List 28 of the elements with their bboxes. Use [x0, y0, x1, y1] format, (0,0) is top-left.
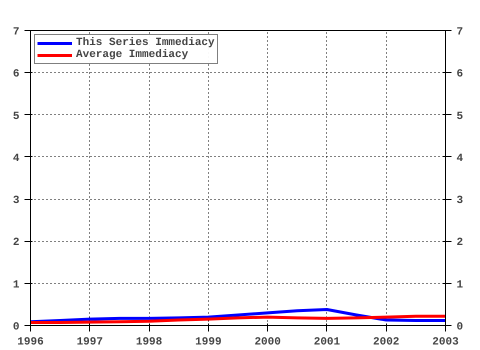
y-tick-label: 4 — [12, 152, 20, 165]
legend-label: Average Immediacy — [76, 49, 188, 61]
y-tick-label: 2 — [12, 237, 20, 250]
x-tick-label: 1999 — [195, 336, 222, 348]
y-tick-label: 0 — [12, 322, 20, 334]
y-tick-label: 7 — [12, 26, 20, 38]
line-series — [30, 308, 446, 324]
y2-tick-label: 7 — [456, 26, 464, 38]
y-tick-label: 5 — [12, 110, 20, 123]
x-tick-label: 2003 — [432, 336, 460, 348]
y2-tick-label: 2 — [456, 237, 464, 250]
x-tick-label: 1996 — [17, 336, 44, 348]
y2-tick-label: 1 — [456, 279, 464, 292]
y2-tick-label: 4 — [456, 152, 464, 165]
x-tick-label: 2001 — [314, 336, 341, 348]
x-tick-label: 2002 — [373, 336, 400, 348]
y2-tick-label: 3 — [456, 195, 464, 208]
y-tick-label: 3 — [12, 195, 20, 208]
line-series — [30, 314, 446, 324]
y2-tick-label: 6 — [456, 68, 464, 81]
y2-tick-label: 5 — [456, 110, 464, 123]
y-tick-label: 6 — [12, 68, 20, 81]
y2-tick-label: 0 — [456, 322, 464, 334]
legend-label: This Series Immediacy — [76, 37, 215, 49]
x-tick-label: 2000 — [254, 336, 281, 348]
x-tick-label: 1998 — [136, 336, 163, 348]
y-tick-label: 1 — [12, 279, 20, 292]
x-tick-label: 1997 — [76, 336, 103, 348]
